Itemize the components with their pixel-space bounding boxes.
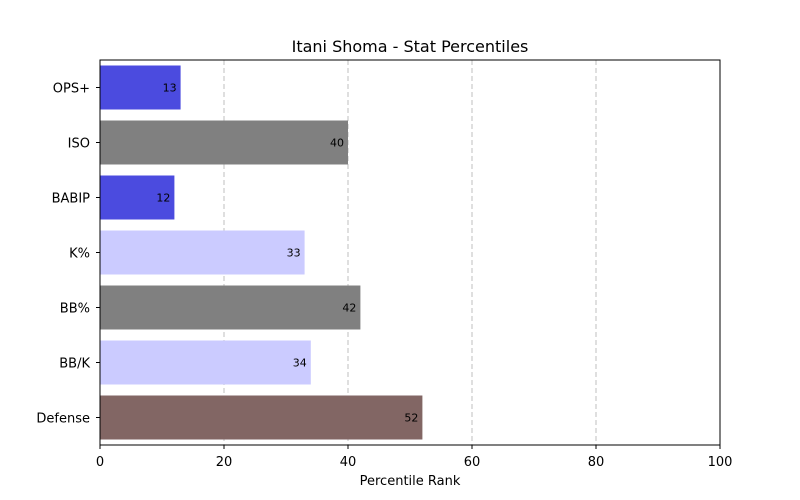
data-label: 40 bbox=[330, 137, 344, 150]
y-tick-label: BB/K bbox=[59, 357, 90, 372]
bar bbox=[100, 230, 305, 275]
bar bbox=[100, 285, 361, 330]
x-tick-label: 0 bbox=[96, 455, 104, 470]
x-tick-label: 80 bbox=[588, 455, 605, 470]
y-tick-label: Defense bbox=[36, 412, 90, 427]
bars: 13 40 12 33 42 34 52 bbox=[100, 65, 423, 440]
chart-title: Itani Shoma - Stat Percentiles bbox=[292, 37, 529, 56]
y-axis-ticks: OPS+ ISO BABIP K% BB% BB/K Defense bbox=[36, 82, 100, 427]
bar bbox=[100, 395, 423, 440]
data-label: 52 bbox=[404, 412, 418, 425]
y-tick-label: BB% bbox=[60, 302, 90, 317]
x-tick-label: 100 bbox=[708, 455, 733, 470]
bar bbox=[100, 175, 175, 220]
y-tick-label: ISO bbox=[68, 137, 90, 152]
y-tick-label: BABIP bbox=[52, 192, 91, 207]
data-label: 34 bbox=[293, 357, 307, 370]
data-label: 42 bbox=[342, 302, 356, 315]
x-tick-label: 60 bbox=[464, 455, 481, 470]
y-tick-label: K% bbox=[69, 247, 90, 262]
y-tick-label: OPS+ bbox=[53, 82, 90, 97]
bar bbox=[100, 340, 311, 385]
bar bbox=[100, 120, 348, 165]
data-label: 33 bbox=[287, 247, 301, 260]
data-label: 12 bbox=[156, 192, 170, 205]
x-axis-ticks: 0 20 40 60 80 100 bbox=[96, 445, 733, 470]
x-tick-label: 40 bbox=[340, 455, 357, 470]
data-label: 13 bbox=[163, 82, 177, 95]
x-axis-label: Percentile Rank bbox=[360, 474, 461, 489]
x-tick-label: 20 bbox=[216, 455, 233, 470]
bar bbox=[100, 65, 181, 110]
plot-frame bbox=[99, 59, 721, 446]
